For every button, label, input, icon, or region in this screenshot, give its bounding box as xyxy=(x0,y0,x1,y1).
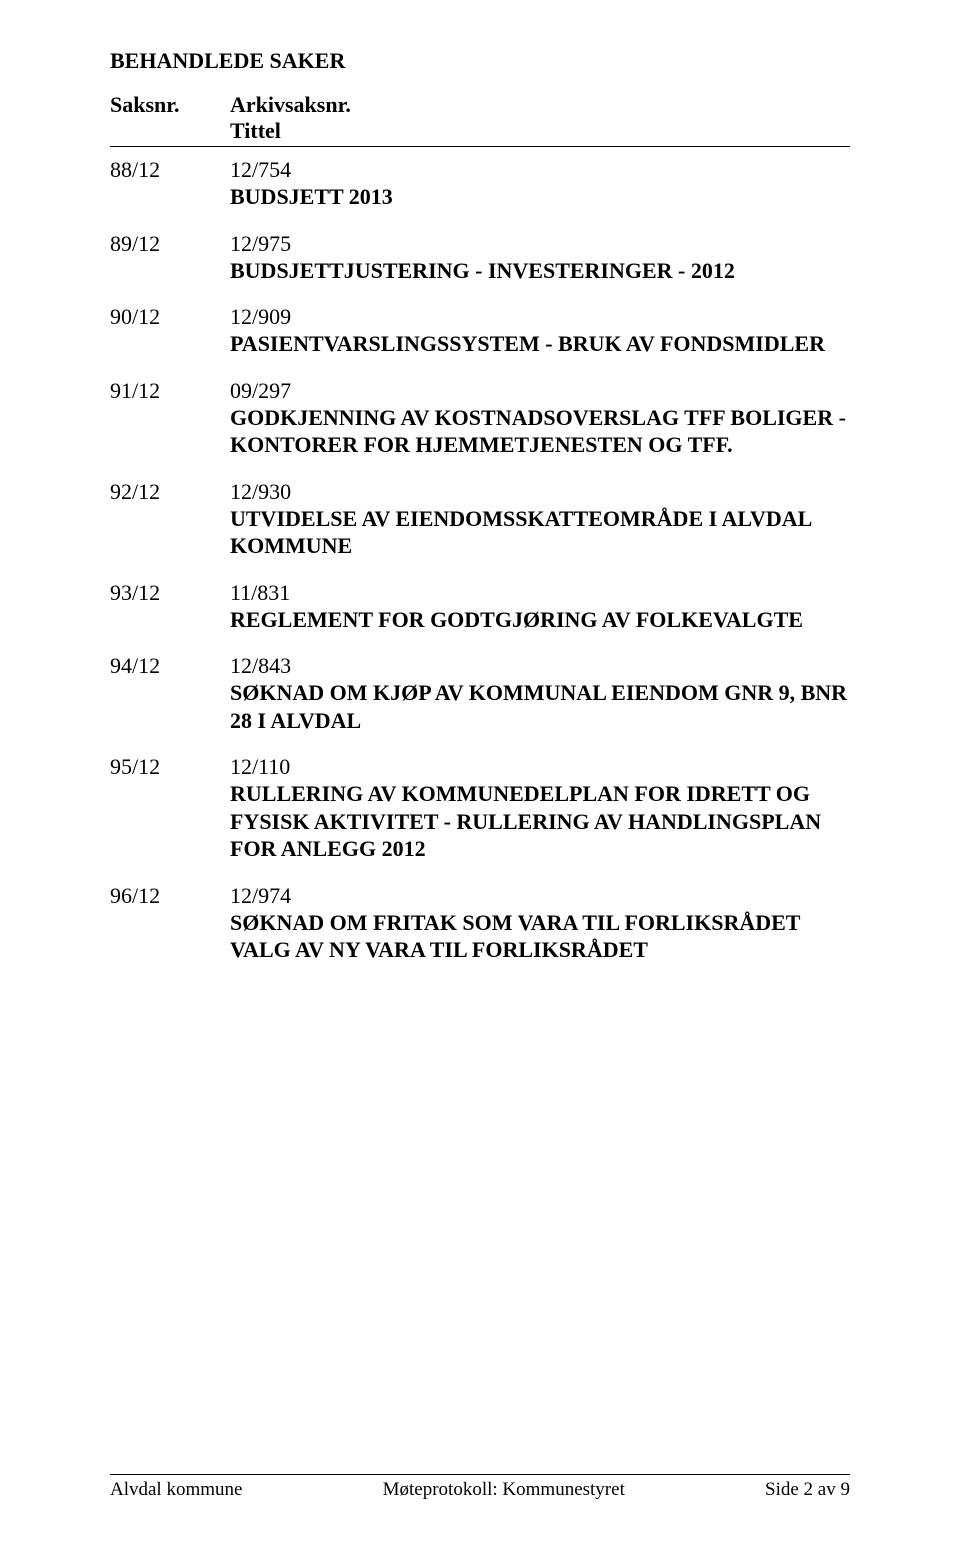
item-saksnr: 89/12 xyxy=(110,231,230,257)
item-numbers-row: 88/1212/754 xyxy=(110,157,850,183)
item-saksnr: 94/12 xyxy=(110,653,230,679)
item-title: SØKNAD OM FRITAK SOM VARA TIL FORLIKSRÅD… xyxy=(230,909,850,964)
item-numbers-row: 92/1212/930 xyxy=(110,479,850,505)
item-list: 88/1212/754BUDSJETT 201389/1212/975BUDSJ… xyxy=(110,157,850,964)
item-arkivsaksnr: 12/110 xyxy=(230,754,850,780)
list-item: 89/1212/975BUDSJETTJUSTERING - INVESTERI… xyxy=(110,231,850,285)
item-arkivsaksnr: 12/909 xyxy=(230,304,850,330)
item-saksnr: 90/12 xyxy=(110,304,230,330)
list-item: 94/1212/843SØKNAD OM KJØP AV KOMMUNAL EI… xyxy=(110,653,850,734)
item-arkivsaksnr: 12/754 xyxy=(230,157,850,183)
item-title: BUDSJETTJUSTERING - INVESTERINGER - 2012 xyxy=(230,257,850,285)
item-saksnr: 93/12 xyxy=(110,580,230,606)
list-item: 91/1209/297GODKJENNING AV KOSTNADSOVERSL… xyxy=(110,378,850,459)
list-item: 95/1212/110RULLERING AV KOMMUNEDELPLAN F… xyxy=(110,754,850,863)
column-header-tittel: Tittel xyxy=(230,118,850,144)
list-item: 93/1211/831REGLEMENT FOR GODTGJØRING AV … xyxy=(110,580,850,634)
item-arkivsaksnr: 09/297 xyxy=(230,378,850,404)
item-title: UTVIDELSE AV EIENDOMSSKATTEOMRÅDE I ALVD… xyxy=(230,505,850,560)
item-numbers-row: 89/1212/975 xyxy=(110,231,850,257)
item-title: RULLERING AV KOMMUNEDELPLAN FOR IDRETT O… xyxy=(230,780,850,863)
footer-rule xyxy=(110,1474,850,1475)
column-header-spacer xyxy=(110,118,230,144)
item-arkivsaksnr: 12/930 xyxy=(230,479,850,505)
item-title-row: BUDSJETT 2013 xyxy=(110,183,850,211)
item-saksnr: 96/12 xyxy=(110,883,230,909)
item-title: GODKJENNING AV KOSTNADSOVERSLAG TFF BOLI… xyxy=(230,404,850,459)
item-title-row: SØKNAD OM KJØP AV KOMMUNAL EIENDOM GNR 9… xyxy=(110,679,850,734)
item-title: BUDSJETT 2013 xyxy=(230,183,850,211)
item-numbers-row: 96/1212/974 xyxy=(110,883,850,909)
item-numbers-row: 94/1212/843 xyxy=(110,653,850,679)
footer-right: Side 2 av 9 xyxy=(765,1479,850,1501)
page-title: BEHANDLEDE SAKER xyxy=(110,48,850,74)
item-arkivsaksnr: 12/974 xyxy=(230,883,850,909)
item-saksnr: 92/12 xyxy=(110,479,230,505)
item-title-row: PASIENTVARSLINGSSYSTEM - BRUK AV FONDSMI… xyxy=(110,330,850,358)
footer-center: Møteprotokoll: Kommunestyret xyxy=(383,1479,625,1501)
item-numbers-row: 91/1209/297 xyxy=(110,378,850,404)
item-numbers-row: 90/1212/909 xyxy=(110,304,850,330)
item-saksnr: 88/12 xyxy=(110,157,230,183)
item-arkivsaksnr: 11/831 xyxy=(230,580,850,606)
item-title: REGLEMENT FOR GODTGJØRING AV FOLKEVALGTE xyxy=(230,606,850,634)
item-title: PASIENTVARSLINGSSYSTEM - BRUK AV FONDSMI… xyxy=(230,330,850,358)
item-numbers-row: 95/1212/110 xyxy=(110,754,850,780)
item-title-row: UTVIDELSE AV EIENDOMSSKATTEOMRÅDE I ALVD… xyxy=(110,505,850,560)
list-item: 92/1212/930UTVIDELSE AV EIENDOMSSKATTEOM… xyxy=(110,479,850,560)
item-title: SØKNAD OM KJØP AV KOMMUNAL EIENDOM GNR 9… xyxy=(230,679,850,734)
item-title-row: SØKNAD OM FRITAK SOM VARA TIL FORLIKSRÅD… xyxy=(110,909,850,964)
list-item: 90/1212/909PASIENTVARSLINGSSYSTEM - BRUK… xyxy=(110,304,850,358)
column-header-row-2: Tittel xyxy=(110,118,850,147)
list-item: 96/1212/974SØKNAD OM FRITAK SOM VARA TIL… xyxy=(110,883,850,964)
item-title-row: BUDSJETTJUSTERING - INVESTERINGER - 2012 xyxy=(110,257,850,285)
item-saksnr: 91/12 xyxy=(110,378,230,404)
page: BEHANDLEDE SAKER Saksnr. Arkivsaksnr. Ti… xyxy=(0,0,960,1541)
footer-left: Alvdal kommune xyxy=(110,1479,242,1501)
item-arkivsaksnr: 12/975 xyxy=(230,231,850,257)
item-saksnr: 95/12 xyxy=(110,754,230,780)
footer-row: Alvdal kommune Møteprotokoll: Kommunesty… xyxy=(110,1479,850,1501)
column-header-row-1: Saksnr. Arkivsaksnr. xyxy=(110,92,850,118)
item-title-row: RULLERING AV KOMMUNEDELPLAN FOR IDRETT O… xyxy=(110,780,850,863)
list-item: 88/1212/754BUDSJETT 2013 xyxy=(110,157,850,211)
item-title-row: GODKJENNING AV KOSTNADSOVERSLAG TFF BOLI… xyxy=(110,404,850,459)
column-header-arkivsaksnr: Arkivsaksnr. xyxy=(230,92,850,118)
item-numbers-row: 93/1211/831 xyxy=(110,580,850,606)
column-header-saksnr: Saksnr. xyxy=(110,92,230,118)
item-title-row: REGLEMENT FOR GODTGJØRING AV FOLKEVALGTE xyxy=(110,606,850,634)
page-footer: Alvdal kommune Møteprotokoll: Kommunesty… xyxy=(110,1474,850,1501)
item-arkivsaksnr: 12/843 xyxy=(230,653,850,679)
